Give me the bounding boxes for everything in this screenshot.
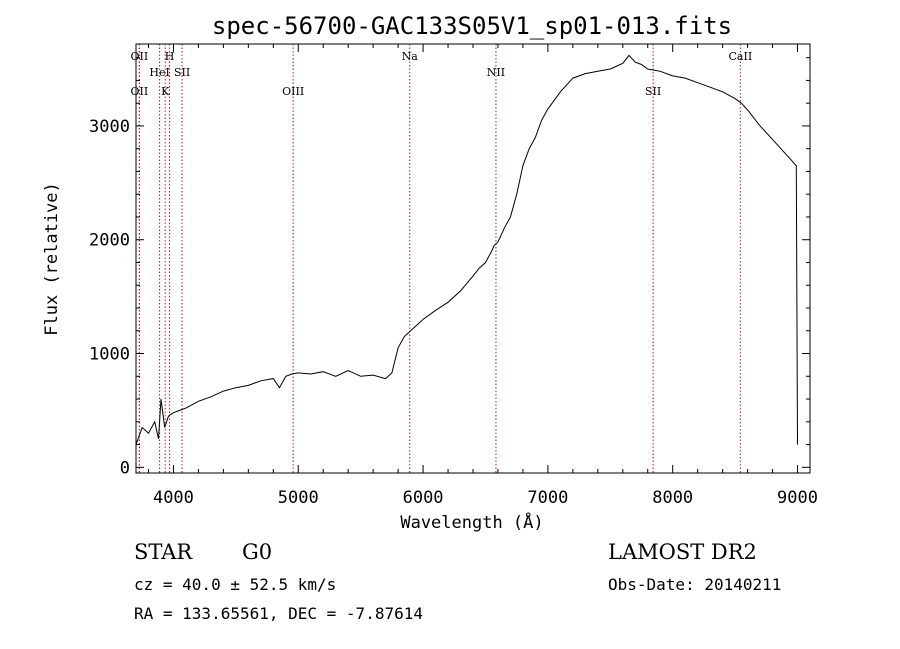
spectral-line-label: SII [174, 66, 190, 79]
x-tick-label: 7000 [527, 488, 568, 508]
class-label: STAR [134, 540, 193, 564]
x-tick-label: 6000 [403, 488, 444, 508]
subclass-label: G0 [242, 540, 273, 564]
object-subclass: G0 [242, 540, 272, 564]
y-axis-label: Flux (relative) [42, 182, 62, 336]
spectral-line-label: HeI [149, 66, 169, 79]
spectral-line-label: CaII [729, 50, 753, 63]
survey-label: LAMOST DR2 [608, 540, 757, 564]
spectral-line-label: OIII [282, 85, 304, 98]
x-tick-label: 9000 [777, 488, 818, 508]
x-tick-label: 4000 [153, 488, 194, 508]
spectral-line-label: K [161, 85, 170, 98]
spectral-line-label: SII [645, 85, 661, 98]
spectral-line-label: NII [487, 66, 505, 79]
chart-title: spec-56700-GAC133S05V1_sp01-013.fits [212, 12, 732, 40]
spectral-line-label: Na [402, 50, 419, 63]
y-tick-label: 3000 [89, 117, 130, 137]
plot-frame [135, 43, 811, 474]
spectrum-series-line [135, 54, 798, 445]
x-tick-label: 5000 [278, 488, 319, 508]
redshift-text: cz = 40.0 ± 52.5 km/s [134, 575, 337, 594]
x-axis-label: Wavelength (Å) [400, 511, 543, 533]
spectral-line-label: H [165, 50, 175, 63]
x-tick-label: 8000 [652, 488, 693, 508]
y-tick-label: 2000 [89, 231, 130, 251]
y-tick-label: 0 [120, 458, 130, 478]
y-tick-label: 1000 [89, 345, 130, 365]
spectral-line-label: OII [131, 50, 149, 63]
obs-date-text: Obs-Date: 20140211 [608, 575, 782, 594]
spectral-line-label: OII [131, 85, 149, 98]
coordinates-text: RA = 133.65561, DEC = -7.87614 [134, 604, 423, 623]
object-class: STAR [134, 540, 192, 564]
